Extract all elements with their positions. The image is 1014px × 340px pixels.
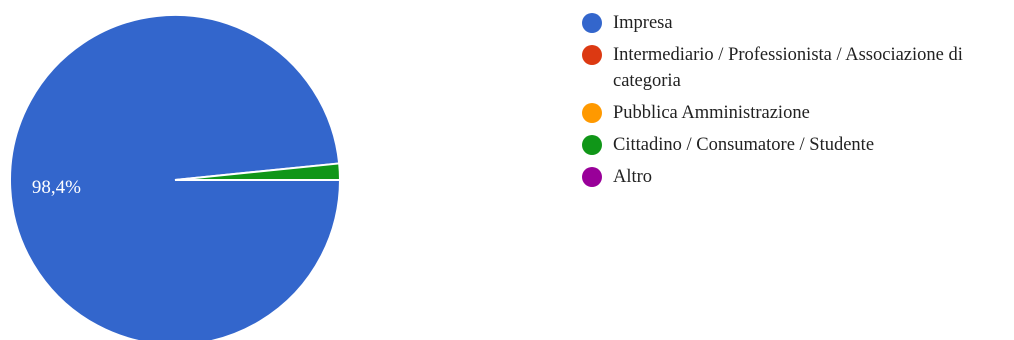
- legend-item-impresa[interactable]: Impresa: [582, 10, 1012, 36]
- legend-swatch: [582, 45, 602, 65]
- legend-label: Pubblica Amministrazione: [613, 103, 810, 123]
- chart-legend: Impresa Intermediario / Professionista /…: [582, 10, 1012, 196]
- legend-item-pubblica-amministrazione[interactable]: Pubblica Amministrazione: [582, 100, 1012, 126]
- legend-label: Impresa: [613, 13, 673, 33]
- legend-swatch: [582, 13, 602, 33]
- legend-item-altro[interactable]: Altro: [582, 164, 1012, 190]
- legend-swatch: [582, 135, 602, 155]
- pie-slice-impresa[interactable]: [9, 13, 342, 340]
- legend-label: Cittadino / Consumatore / Studente: [613, 135, 875, 155]
- slice-data-label-impresa: 98,4%: [32, 177, 81, 198]
- legend-item-intermediario[interactable]: Intermediario / Professionista / Associa…: [582, 42, 1012, 94]
- legend-item-cittadino[interactable]: Cittadino / Consumatore / Studente: [582, 132, 1012, 158]
- pie-slice-cittadino[interactable]: [174, 162, 342, 181]
- legend-swatch: [582, 167, 602, 187]
- legend-label: Intermediario / Professionista / Associa…: [613, 45, 963, 91]
- legend-swatch: [582, 103, 602, 123]
- legend-label: Altro: [613, 167, 653, 187]
